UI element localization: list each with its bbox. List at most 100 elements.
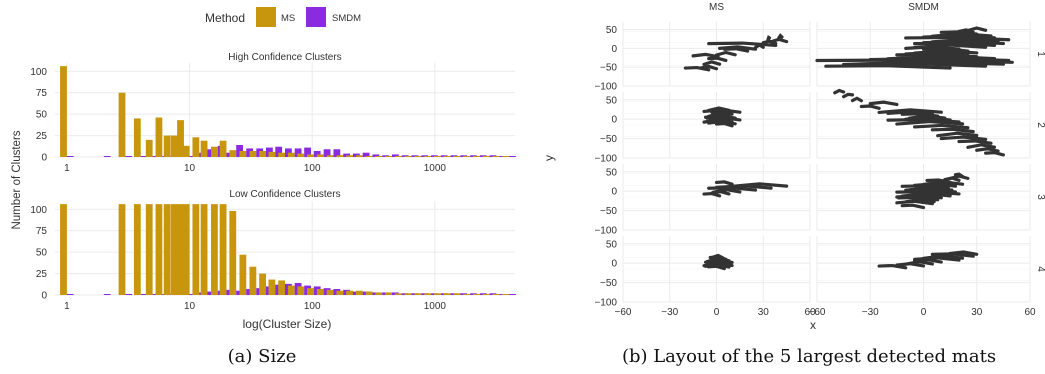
legend-title: Method: [205, 11, 245, 25]
bar-ms: [306, 154, 314, 157]
left-y-axis-label: Number of Clusters: [11, 130, 23, 229]
bar-ms: [163, 135, 171, 157]
mat-segment: [900, 191, 952, 198]
bar-ms: [306, 288, 314, 295]
bar-smdm: [125, 156, 133, 157]
bar-ms: [297, 286, 305, 295]
x-tick-label: −60: [615, 307, 632, 318]
bar-smdm: [323, 149, 331, 157]
mat-segment: [850, 96, 863, 103]
bar-ms: [336, 290, 344, 295]
x-tick-label: 0: [921, 307, 927, 318]
y-tick-label: 0: [41, 291, 47, 302]
bar-smdm: [140, 294, 148, 295]
bar-ms: [365, 291, 373, 295]
bar-ms: [453, 293, 461, 295]
bar-ms: [170, 204, 178, 295]
y-tick-label: 50: [606, 167, 618, 178]
bar-smdm: [66, 294, 74, 295]
bar-ms: [259, 151, 266, 157]
x-tick-label: 100: [304, 301, 321, 312]
bar-ms: [229, 150, 237, 157]
bar-ms: [177, 120, 184, 157]
legend-swatch-ms: [256, 7, 276, 27]
mat-segment: [707, 41, 778, 47]
legend: Method MS SMDM: [205, 7, 361, 27]
mat-segment: [895, 190, 961, 196]
bar-ms: [404, 293, 412, 295]
bar-ms: [239, 151, 247, 157]
bar-ms: [443, 156, 451, 157]
bar-ms: [133, 204, 141, 295]
bar-smdm: [304, 147, 311, 157]
mat-segment: [859, 104, 881, 110]
y-tick-label: 0: [611, 187, 617, 198]
facet-row-label: 3: [1035, 194, 1045, 200]
mat-segment: [948, 174, 970, 181]
mat-segment: [702, 60, 722, 67]
bar-ms: [424, 156, 432, 157]
y-tick-label: 100: [30, 67, 47, 78]
mat-segment: [921, 254, 965, 260]
mat-segment: [766, 34, 772, 42]
bar-smdm: [66, 156, 74, 157]
bar-ms: [155, 204, 163, 295]
bar-ms: [249, 266, 257, 295]
mat-segment: [710, 110, 734, 116]
bar-ms: [287, 152, 295, 157]
mat-segment: [730, 182, 789, 188]
bar-ms: [211, 146, 218, 157]
mat-segment: [761, 39, 778, 46]
bar-ms: [200, 204, 208, 295]
left-x-axis-label: log(Cluster Size): [243, 317, 332, 331]
bar-ms: [145, 204, 153, 295]
bar-ms: [355, 290, 363, 295]
bar-ms: [473, 156, 480, 157]
y-tick-label: 0: [611, 259, 617, 270]
legend-swatch-smdm: [306, 7, 326, 27]
x-tick-label: 60: [1024, 307, 1036, 318]
bar-ms: [502, 156, 510, 157]
bar-smdm: [362, 152, 370, 157]
y-tick-label: −100: [594, 298, 617, 309]
bar-ms: [316, 289, 324, 295]
caption-a: (a) Size: [228, 346, 297, 367]
bar-ms: [268, 279, 276, 295]
bar-ms: [287, 285, 295, 295]
y-tick-label: −100: [594, 154, 617, 165]
legend-label-ms: MS: [281, 13, 295, 24]
x-tick-label: 100: [304, 163, 321, 174]
mat-segment: [842, 60, 1005, 67]
mat-segment: [707, 56, 728, 63]
mat-segment: [707, 106, 731, 113]
mat-layout-chart: MS SMDM 1 2 3 4 50 0 −50 −100 50 0 −50 −100 50 0 −50 −100…: [594, 2, 1045, 318]
panel-title-1: Low Confidence Clusters: [229, 189, 340, 200]
bar-ms: [239, 254, 247, 295]
y-tick-label: 25: [36, 269, 48, 280]
bar-ms: [394, 156, 402, 157]
y-tick-label: −100: [594, 82, 617, 93]
bar-ms: [249, 151, 257, 157]
bar-ms: [219, 140, 227, 157]
mat-segment: [777, 33, 784, 40]
y-tick-label: −50: [600, 63, 617, 74]
x-tick-label: −30: [661, 307, 678, 318]
y-tick-label: −50: [600, 206, 617, 217]
x-tick-label: −60: [809, 307, 826, 318]
y-tick-label: 75: [36, 88, 48, 99]
bar-ms: [346, 290, 353, 295]
bar-ms: [268, 151, 276, 157]
mat-segment: [702, 117, 734, 124]
x-tick-label: 30: [971, 307, 983, 318]
bar-smdm: [103, 156, 111, 157]
y-tick-label: 50: [36, 248, 48, 259]
mat-segment: [886, 110, 934, 116]
x-tick-label: 30: [758, 307, 770, 318]
bar-ms: [133, 118, 141, 157]
right-y-axis-label: y: [542, 155, 556, 161]
bar-ms: [192, 204, 200, 295]
mat-segment: [711, 253, 725, 260]
bar-ms: [355, 155, 363, 157]
bar-ms: [394, 293, 402, 295]
bar-smdm: [372, 154, 380, 157]
